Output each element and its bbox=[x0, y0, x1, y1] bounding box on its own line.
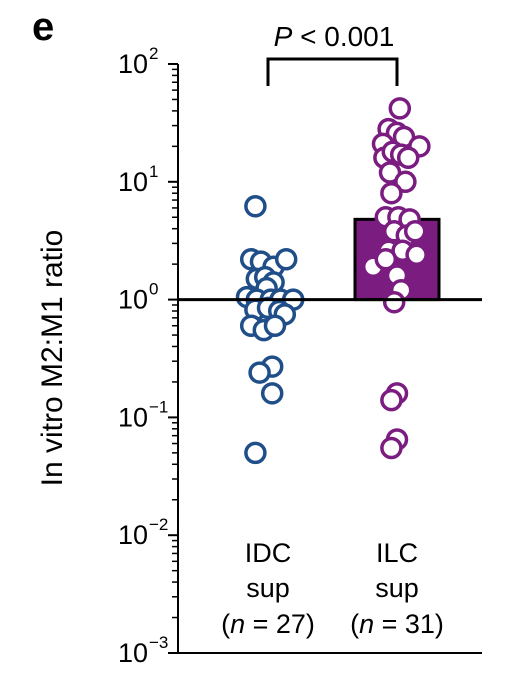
data-points bbox=[235, 97, 431, 465]
y-tick-exponent: 0 bbox=[149, 280, 158, 299]
data-point bbox=[394, 170, 417, 194]
category-label: ILC bbox=[376, 538, 418, 568]
data-point bbox=[380, 181, 403, 205]
category-sublabel: sup bbox=[246, 573, 290, 603]
category-label: IDC bbox=[245, 538, 292, 568]
y-tick-exponent: −3 bbox=[149, 633, 168, 652]
data-point bbox=[274, 248, 298, 271]
y-axis-title: In vitro M2:M1 ratio bbox=[36, 230, 69, 487]
category-n-label: (n = 31) bbox=[350, 609, 444, 639]
y-tick-exponent: −1 bbox=[149, 397, 168, 416]
data-point bbox=[382, 290, 406, 314]
data-point bbox=[374, 248, 398, 271]
data-point bbox=[380, 388, 403, 412]
y-tick-label: 10 bbox=[118, 638, 148, 668]
y-tick-label: 10 bbox=[118, 402, 148, 432]
significance-bracket bbox=[266, 57, 399, 86]
data-point bbox=[260, 382, 284, 405]
data-point bbox=[248, 361, 271, 384]
panel-label: e bbox=[32, 5, 54, 49]
y-tick-label: 10 bbox=[118, 167, 148, 197]
y-tick-label: 10 bbox=[118, 285, 148, 315]
significance-label: P < 0.001 bbox=[274, 21, 395, 52]
significance-annotation: P < 0.001 bbox=[266, 21, 399, 86]
category-sublabel: sup bbox=[375, 573, 419, 603]
data-point bbox=[405, 243, 428, 267]
x-axis: IDC sup (n = 27) ILC sup (n = 31) bbox=[178, 538, 482, 654]
y-tick-label: 10 bbox=[118, 49, 148, 79]
significance-p: P bbox=[274, 21, 293, 52]
y-tick-exponent: −2 bbox=[149, 515, 168, 534]
data-point bbox=[396, 146, 420, 170]
data-point bbox=[380, 436, 403, 460]
y-tick-exponent: 1 bbox=[149, 162, 158, 181]
data-point bbox=[244, 441, 267, 465]
data-point bbox=[244, 195, 267, 218]
data-point bbox=[403, 220, 427, 243]
y-tick-exponent: 2 bbox=[149, 44, 158, 63]
data-point bbox=[388, 97, 412, 120]
data-point bbox=[263, 314, 287, 337]
y-tick-label: 10 bbox=[118, 520, 148, 550]
significance-text: < 0.001 bbox=[292, 21, 394, 52]
category-n-label: (n = 27) bbox=[221, 609, 315, 639]
